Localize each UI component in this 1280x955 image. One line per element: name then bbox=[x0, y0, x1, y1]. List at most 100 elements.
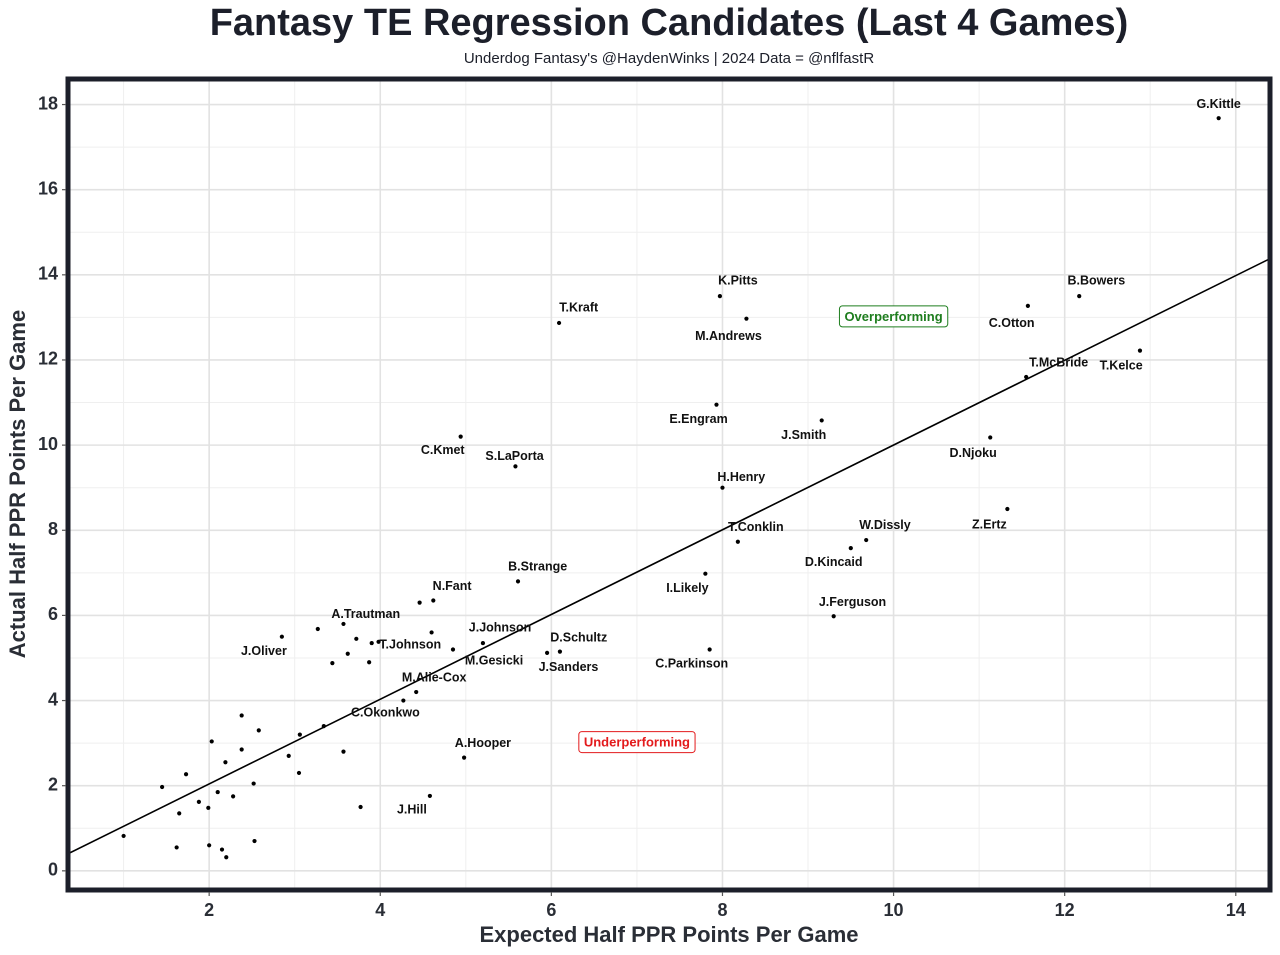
point-label: I.Likely bbox=[666, 581, 708, 595]
point-label: C.Otton bbox=[989, 316, 1035, 330]
data-point bbox=[720, 485, 725, 490]
data-point bbox=[279, 634, 284, 639]
point-label: M.Andrews bbox=[695, 329, 762, 343]
data-points bbox=[121, 116, 1221, 860]
data-point bbox=[848, 546, 853, 551]
y-tick-label: 4 bbox=[48, 689, 58, 709]
data-point bbox=[819, 418, 824, 423]
trend-line bbox=[68, 257, 1270, 855]
zone-annotation-text: Underperforming bbox=[584, 735, 690, 750]
data-point bbox=[315, 626, 320, 632]
y-tick-label: 0 bbox=[48, 860, 58, 880]
data-point bbox=[286, 753, 291, 758]
data-point bbox=[714, 402, 719, 407]
data-point bbox=[354, 636, 359, 641]
data-point bbox=[345, 651, 350, 656]
point-label: W.Dissly bbox=[859, 518, 910, 532]
point-label: H.Henry bbox=[717, 470, 765, 484]
data-point bbox=[209, 739, 214, 744]
x-tick-label: 14 bbox=[1226, 900, 1246, 920]
point-label: M.Gesicki bbox=[465, 653, 523, 667]
point-label: D.Kincaid bbox=[805, 555, 863, 569]
y-tick-label: 16 bbox=[38, 178, 58, 198]
data-point bbox=[367, 660, 372, 665]
data-point bbox=[224, 855, 229, 860]
data-point bbox=[417, 600, 422, 605]
point-label: J.Hill bbox=[397, 803, 427, 817]
point-label: C.Parkinson bbox=[655, 657, 728, 671]
point-label: J.Ferguson bbox=[819, 595, 886, 609]
y-tick-label: 10 bbox=[38, 434, 58, 454]
data-point bbox=[239, 747, 244, 752]
point-label: J.Sanders bbox=[539, 660, 599, 674]
data-point bbox=[557, 649, 563, 654]
data-point bbox=[231, 794, 236, 799]
zone-annotations: Overperforming Underperforming bbox=[578, 305, 949, 754]
data-point bbox=[321, 723, 326, 729]
data-point bbox=[831, 614, 836, 619]
data-point bbox=[707, 647, 712, 652]
data-point bbox=[252, 838, 257, 844]
data-point bbox=[160, 784, 165, 790]
data-point bbox=[206, 805, 211, 810]
y-axis-ticks: 0 2 4 6 8 10 12 14 16 18 bbox=[38, 93, 66, 880]
data-point bbox=[369, 640, 374, 646]
data-point bbox=[358, 804, 363, 810]
data-point bbox=[427, 793, 432, 799]
y-tick-label: 6 bbox=[48, 604, 58, 624]
x-tick-label: 4 bbox=[375, 900, 385, 920]
point-label: D.Njoku bbox=[950, 446, 997, 460]
data-point bbox=[1024, 374, 1029, 380]
minor-gridlines bbox=[68, 79, 1270, 890]
data-point bbox=[431, 598, 436, 603]
major-gridlines bbox=[68, 79, 1270, 890]
trend-line-group bbox=[68, 257, 1270, 855]
data-point bbox=[239, 713, 244, 718]
point-label: T.Conklin bbox=[728, 520, 784, 534]
point-label: A.Trautman bbox=[331, 607, 400, 621]
data-point bbox=[544, 650, 550, 655]
data-point bbox=[480, 640, 486, 646]
data-point bbox=[429, 630, 434, 635]
data-point bbox=[256, 728, 261, 733]
data-point bbox=[703, 571, 708, 576]
data-point bbox=[462, 755, 467, 760]
point-label: S.LaPorta bbox=[485, 449, 544, 463]
point-label: B.Strange bbox=[508, 560, 567, 574]
data-point bbox=[744, 316, 749, 321]
point-label: T.Kelce bbox=[1100, 359, 1143, 373]
data-point bbox=[215, 789, 220, 795]
y-tick-label: 12 bbox=[38, 349, 58, 369]
data-point bbox=[341, 749, 346, 754]
point-label: A.Hooper bbox=[455, 736, 511, 750]
point-labels: G.Kittle K.Pitts B.Bowers T.Kraft C.Otton M.A… bbox=[241, 97, 1241, 817]
data-point bbox=[223, 760, 228, 765]
chart-subtitle: Underdog Fantasy's @HaydenWinks | 2024 D… bbox=[463, 50, 875, 67]
y-tick-label: 18 bbox=[38, 93, 58, 113]
data-point bbox=[183, 772, 189, 777]
y-tick-label: 2 bbox=[48, 774, 58, 794]
data-point bbox=[1025, 303, 1030, 309]
data-point bbox=[297, 732, 302, 737]
data-point bbox=[296, 770, 302, 776]
y-axis-title: Actual Half PPR Points Per Game bbox=[5, 310, 30, 658]
x-tick-label: 12 bbox=[1055, 900, 1075, 920]
plot-frame bbox=[65, 76, 1273, 893]
point-label: E.Engram bbox=[669, 412, 727, 426]
data-point bbox=[988, 435, 993, 440]
point-label: J.Smith bbox=[781, 428, 826, 442]
data-point bbox=[174, 845, 179, 850]
data-point bbox=[735, 539, 740, 544]
data-point bbox=[1137, 348, 1143, 353]
x-axis-title: Expected Half PPR Points Per Game bbox=[479, 922, 858, 947]
point-label: D.Schultz bbox=[550, 630, 607, 644]
data-point bbox=[414, 689, 419, 695]
point-label: J.Johnson bbox=[469, 620, 532, 634]
point-label: B.Bowers bbox=[1068, 274, 1126, 288]
point-label: Z.Ertz bbox=[972, 517, 1007, 531]
data-point bbox=[717, 294, 723, 299]
point-label: T.Kraft bbox=[559, 300, 599, 314]
point-label: N.Fant bbox=[433, 579, 473, 593]
point-label: T.Johnson bbox=[379, 638, 441, 652]
zone-annotation-text: Overperforming bbox=[844, 309, 942, 324]
